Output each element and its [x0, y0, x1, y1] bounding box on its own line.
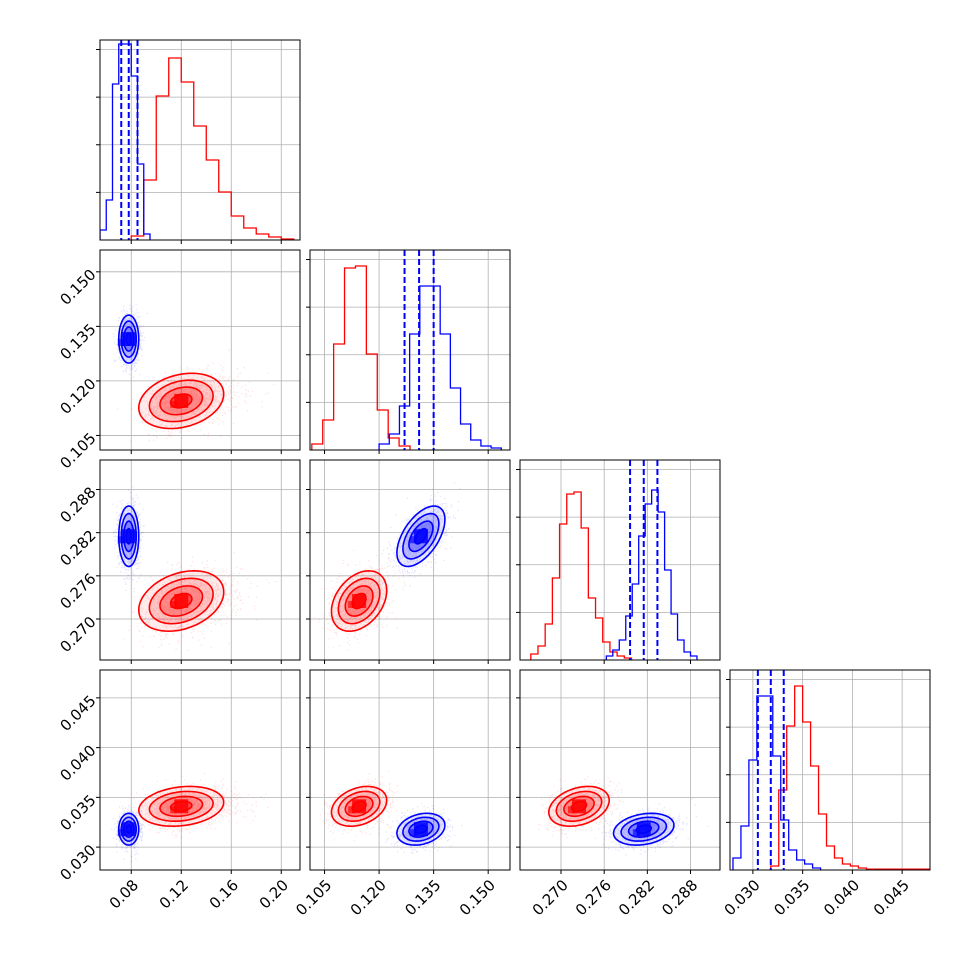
y-tick-label-0-276: 0.276: [56, 570, 99, 613]
x-tick-label-0-270: 0.270: [529, 876, 572, 919]
y-tick-label-0-150: 0.150: [56, 266, 99, 309]
histogram-series-0-param-3: [770, 685, 930, 870]
density-peak-series-0: [170, 601, 178, 609]
x-tick-label-0-105: 0.105: [292, 876, 335, 919]
density-peak-series-1: [632, 829, 640, 837]
panel-0-0-content: [100, 40, 300, 240]
x-tick-label-0-282: 0.282: [615, 876, 658, 919]
x-tick-label-0-150: 0.150: [456, 876, 499, 919]
histogram-series-1-param-3: [732, 695, 822, 870]
density-peak-series-0: [348, 806, 356, 814]
density-peak-series-0: [352, 594, 367, 609]
density-peak-series-1: [117, 536, 125, 544]
density-peak-series-0: [174, 393, 189, 408]
panel-frame: [99, 669, 301, 871]
y-tick-label-0-270: 0.270: [56, 613, 99, 656]
x-tick-label-0-20: 0.20: [256, 876, 292, 912]
scatter-points-series-0: [116, 349, 275, 442]
y-tick-label-0-105: 0.105: [56, 429, 99, 472]
density-peak-series-0: [170, 400, 178, 408]
panel-frame: [99, 459, 301, 661]
x-tick-label-0-035: 0.035: [770, 876, 813, 919]
x-tick-label-0-12: 0.12: [156, 876, 192, 912]
x-tick-label-0-135: 0.135: [401, 876, 444, 919]
scatter-points-series-1: [598, 798, 709, 856]
panel-frame: [99, 39, 301, 241]
histogram-series-1-param-1: [378, 285, 502, 450]
panel-2-0-content: [100, 460, 300, 660]
y-tick-label-0-040: 0.040: [56, 741, 99, 784]
panel-3-0-content: [100, 670, 300, 870]
density-peak-series-0: [174, 594, 189, 609]
panel-frame: [309, 459, 511, 661]
density-peak-series-1: [117, 339, 125, 347]
density-peak-series-1: [121, 332, 136, 347]
density-peak-series-1: [121, 529, 136, 544]
histogram-series-1-param-0: [100, 43, 151, 240]
density-peak-series-0: [348, 601, 356, 609]
y-tick-label-0-282: 0.282: [56, 526, 99, 569]
x-tick-label-0-16: 0.16: [206, 876, 242, 912]
density-peak-series-0: [571, 799, 586, 814]
density-peak-series-0: [174, 799, 189, 814]
histogram-series-0-param-1: [311, 265, 411, 450]
x-tick-label-0-045: 0.045: [870, 876, 913, 919]
scatter-points-series-0: [131, 772, 269, 839]
y-tick-label-0-030: 0.030: [56, 841, 99, 884]
density-peak-series-0: [567, 806, 575, 814]
x-tick-label-0-288: 0.288: [658, 876, 701, 919]
panel-3-1-content: [310, 670, 510, 870]
density-peak-series-0: [170, 806, 178, 814]
panel-frame: [519, 459, 721, 661]
panel-2-2-content: [520, 460, 720, 660]
panel-1-0-content: [100, 250, 300, 450]
histogram-series-1-param-2: [605, 489, 698, 660]
panel-frame: [729, 669, 931, 871]
panel-3-3-content: [730, 670, 930, 870]
x-tick-label-0-08: 0.08: [106, 876, 142, 912]
y-tick-label-0-288: 0.288: [56, 483, 99, 526]
histogram-series-0-param-2: [530, 491, 633, 660]
density-peak-series-1: [117, 829, 125, 837]
panel-frame: [519, 669, 721, 871]
histogram-series-0-param-0: [130, 57, 295, 240]
density-peak-series-1: [636, 822, 651, 837]
scatter-points-series-0: [123, 551, 277, 651]
x-tick-label-0-030: 0.030: [721, 876, 764, 919]
density-peak-series-1: [121, 822, 136, 837]
y-tick-label-0-120: 0.120: [56, 375, 99, 418]
x-tick-label-0-276: 0.276: [572, 876, 615, 919]
panel-1-1-content: [310, 250, 510, 450]
density-peak-series-1: [409, 829, 417, 837]
density-peak-series-1: [409, 536, 417, 544]
panel-frame: [99, 249, 301, 451]
x-tick-label-0-040: 0.040: [820, 876, 863, 919]
panel-2-1-content: [310, 460, 510, 660]
y-tick-label-0-035: 0.035: [56, 791, 99, 834]
y-tick-label-0-045: 0.045: [56, 692, 99, 735]
density-peak-series-1: [413, 529, 428, 544]
y-tick-label-0-135: 0.135: [56, 320, 99, 363]
panel-frame: [309, 669, 511, 871]
panel-frame: [309, 249, 511, 451]
x-tick-label-0-120: 0.120: [347, 876, 390, 919]
panel-3-2-content: [520, 670, 720, 870]
density-peak-series-0: [352, 799, 367, 814]
density-peak-series-1: [413, 822, 428, 837]
